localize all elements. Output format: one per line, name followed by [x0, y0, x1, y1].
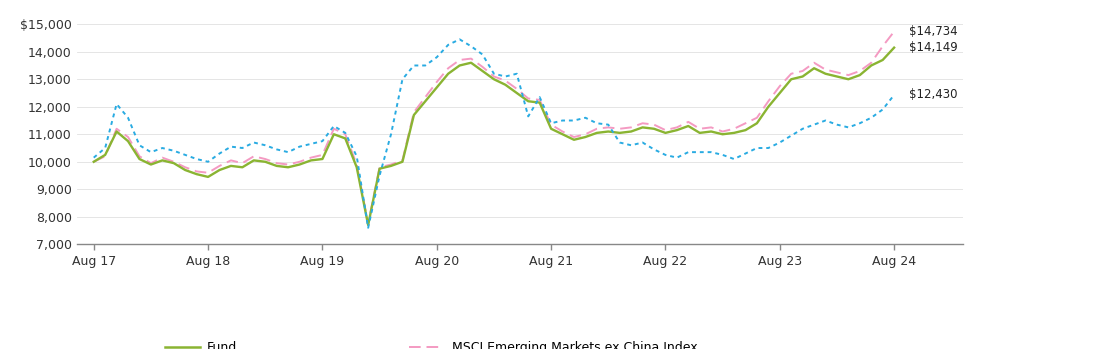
Text: $12,430: $12,430	[909, 88, 957, 102]
Text: $14,149: $14,149	[909, 41, 957, 54]
Text: $14,734: $14,734	[909, 25, 957, 38]
Legend: Fund, MSCI Emerging Markets Index, MSCI Emerging Markets ex China Index: Fund, MSCI Emerging Markets Index, MSCI …	[160, 336, 702, 349]
